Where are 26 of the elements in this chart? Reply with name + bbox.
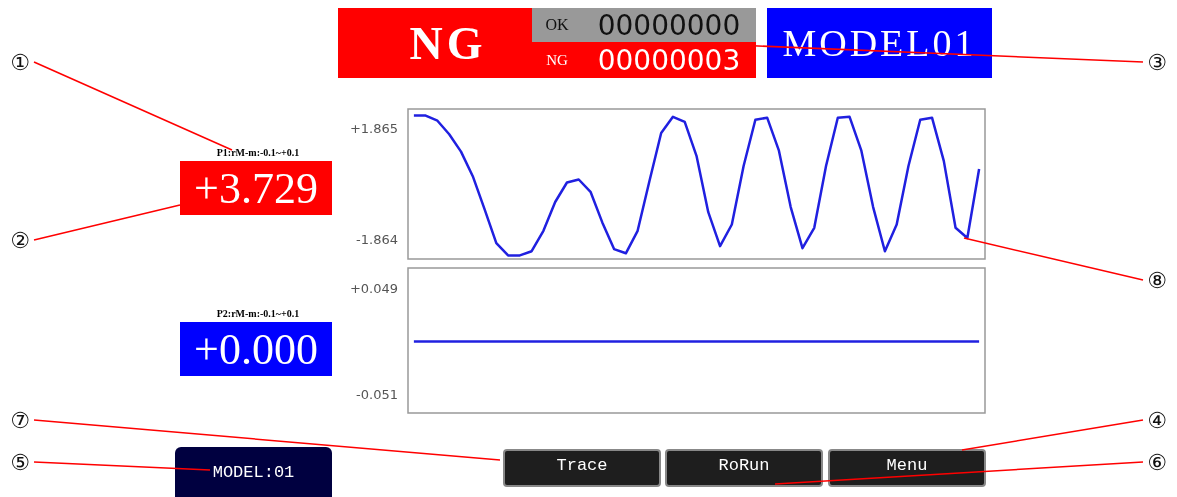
text: OK bbox=[532, 8, 582, 42]
text: RoRun bbox=[665, 449, 823, 487]
y-tick-label: +0.049 bbox=[349, 280, 398, 296]
text: ⑥ bbox=[1146, 448, 1168, 476]
text: Trace bbox=[503, 449, 661, 487]
text: MODEL:01 bbox=[175, 447, 332, 497]
line-series bbox=[412, 114, 981, 257]
text: ① bbox=[9, 48, 31, 76]
text: ④ bbox=[1146, 406, 1168, 434]
text: Menu bbox=[828, 449, 986, 487]
text: NG bbox=[532, 42, 582, 78]
text: +3.729 bbox=[180, 161, 332, 215]
text: NG bbox=[409, 17, 487, 69]
text: P2:rM-m:-0.1~+0.1 bbox=[215, 306, 301, 320]
text: P1:rM-m:-0.1~+0.1 bbox=[215, 145, 301, 159]
text: ⑦ bbox=[9, 406, 31, 434]
text: ⑤ bbox=[9, 448, 31, 476]
y-tick-label: -1.864 bbox=[356, 232, 398, 248]
y-tick-label: -0.051 bbox=[356, 387, 398, 403]
text: ② bbox=[9, 226, 31, 254]
text: +0.000 bbox=[180, 322, 332, 376]
text: ⑧ bbox=[1146, 266, 1168, 294]
text: 00000003 bbox=[582, 42, 756, 78]
text: ③ bbox=[1146, 48, 1168, 76]
text: 00000000 bbox=[582, 8, 756, 42]
y-tick-label: +1.865 bbox=[349, 120, 398, 136]
